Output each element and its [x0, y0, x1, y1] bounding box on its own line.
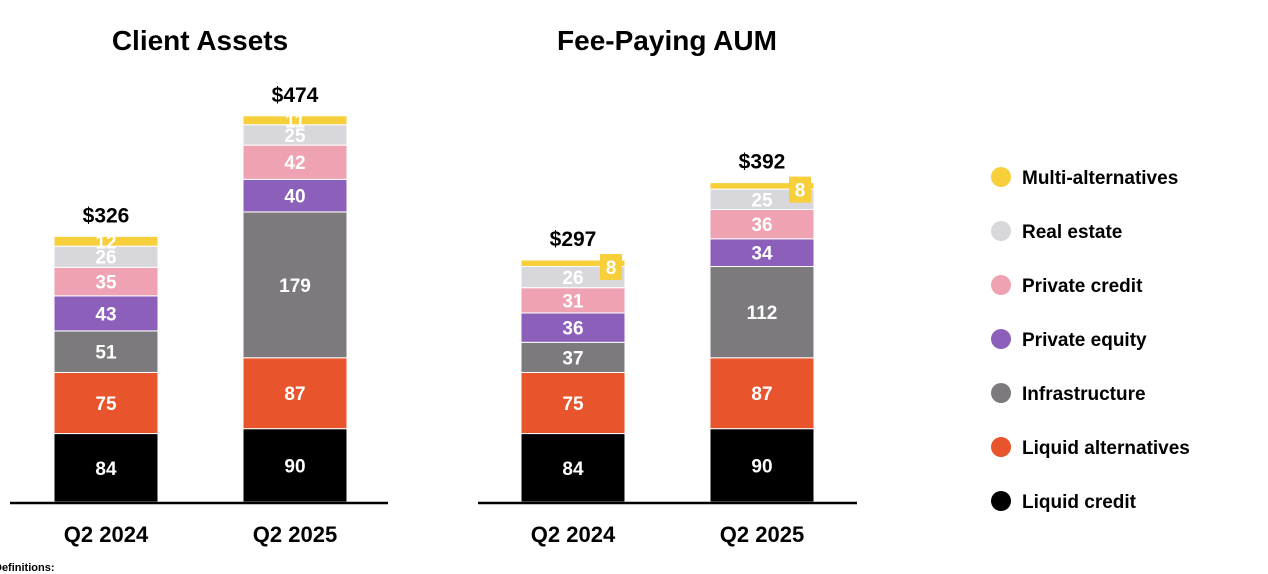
data-label: 12	[95, 232, 116, 253]
chart-title: Fee-Paying AUM	[557, 25, 777, 56]
bar-segment	[53, 371, 159, 435]
data-label: 8	[606, 258, 617, 279]
data-label: 36	[751, 215, 772, 236]
data-label: 26	[562, 268, 583, 289]
data-label: 11	[285, 111, 306, 132]
bar-segment	[242, 115, 348, 126]
bar-segment	[709, 182, 815, 190]
legend-label: Multi-alternatives	[1022, 168, 1178, 189]
bar-segment	[520, 341, 626, 373]
data-label: 25	[284, 126, 306, 147]
footnote: Definitions:	[0, 562, 55, 574]
legend-label: Private equity	[1022, 330, 1147, 351]
total-label: $297	[550, 228, 597, 251]
data-label: 87	[284, 384, 305, 405]
bar-segment	[53, 433, 159, 503]
data-label: 75	[562, 394, 584, 415]
data-label: 34	[751, 244, 773, 265]
bar-segment	[520, 433, 626, 503]
x-tick-label: Q2 2025	[720, 522, 804, 547]
bar-segment	[242, 211, 348, 359]
x-tick-label: Q2 2024	[64, 522, 149, 547]
data-label: 51	[95, 343, 117, 364]
legend-label: Infrastructure	[1022, 384, 1146, 405]
data-label: 75	[95, 394, 117, 415]
data-label: 35	[95, 273, 117, 294]
legend-swatch	[991, 491, 1011, 511]
bar-segment	[709, 266, 815, 359]
x-tick-label: Q2 2025	[253, 522, 337, 547]
bar-segment	[520, 312, 626, 343]
bar-segment	[520, 259, 626, 268]
legend-swatch	[991, 167, 1011, 187]
bar-segment	[53, 295, 159, 332]
data-label: 31	[562, 291, 584, 312]
legend-swatch	[991, 329, 1011, 349]
data-label: 36	[562, 319, 583, 340]
bar-segment	[520, 287, 626, 314]
legend-label: Liquid alternatives	[1022, 438, 1190, 459]
legend-swatch	[991, 275, 1011, 295]
data-label: 90	[751, 456, 772, 477]
data-label: 25	[751, 190, 773, 211]
bar-segment	[53, 235, 159, 247]
bar-segment	[520, 371, 626, 435]
bar-segment	[242, 357, 348, 430]
data-label: 179	[279, 276, 311, 297]
legend-swatch	[991, 221, 1011, 241]
bar-segment	[709, 428, 815, 503]
bar-segment	[709, 238, 815, 268]
legend-swatch	[991, 383, 1011, 403]
data-label: 26	[95, 248, 116, 269]
data-label: 43	[95, 304, 116, 325]
data-label: 37	[562, 348, 583, 369]
data-label: 112	[747, 303, 778, 324]
bar-segment	[709, 208, 815, 240]
x-tick-label: Q2 2024	[531, 522, 616, 547]
data-label: 8	[795, 181, 806, 202]
data-label: 84	[562, 459, 584, 480]
value-badge	[600, 254, 622, 281]
legend-label: Liquid credit	[1022, 492, 1137, 513]
legend-swatch	[991, 437, 1011, 457]
bar-segment	[709, 357, 815, 430]
legend-label: Private credit	[1022, 276, 1143, 297]
bar-segment	[242, 428, 348, 503]
bar-segment	[242, 144, 348, 180]
value-badge	[789, 176, 811, 203]
data-label: 42	[284, 153, 305, 174]
data-label: 84	[95, 459, 117, 480]
data-label: 90	[284, 456, 305, 477]
data-label: 40	[284, 187, 305, 208]
total-label: $474	[272, 84, 319, 107]
total-label: $326	[83, 204, 130, 227]
chart-title: Client Assets	[112, 25, 288, 56]
total-label: $392	[739, 151, 786, 174]
data-label: 87	[751, 384, 772, 405]
legend-label: Real estate	[1022, 222, 1122, 243]
bar-segment	[53, 266, 159, 297]
